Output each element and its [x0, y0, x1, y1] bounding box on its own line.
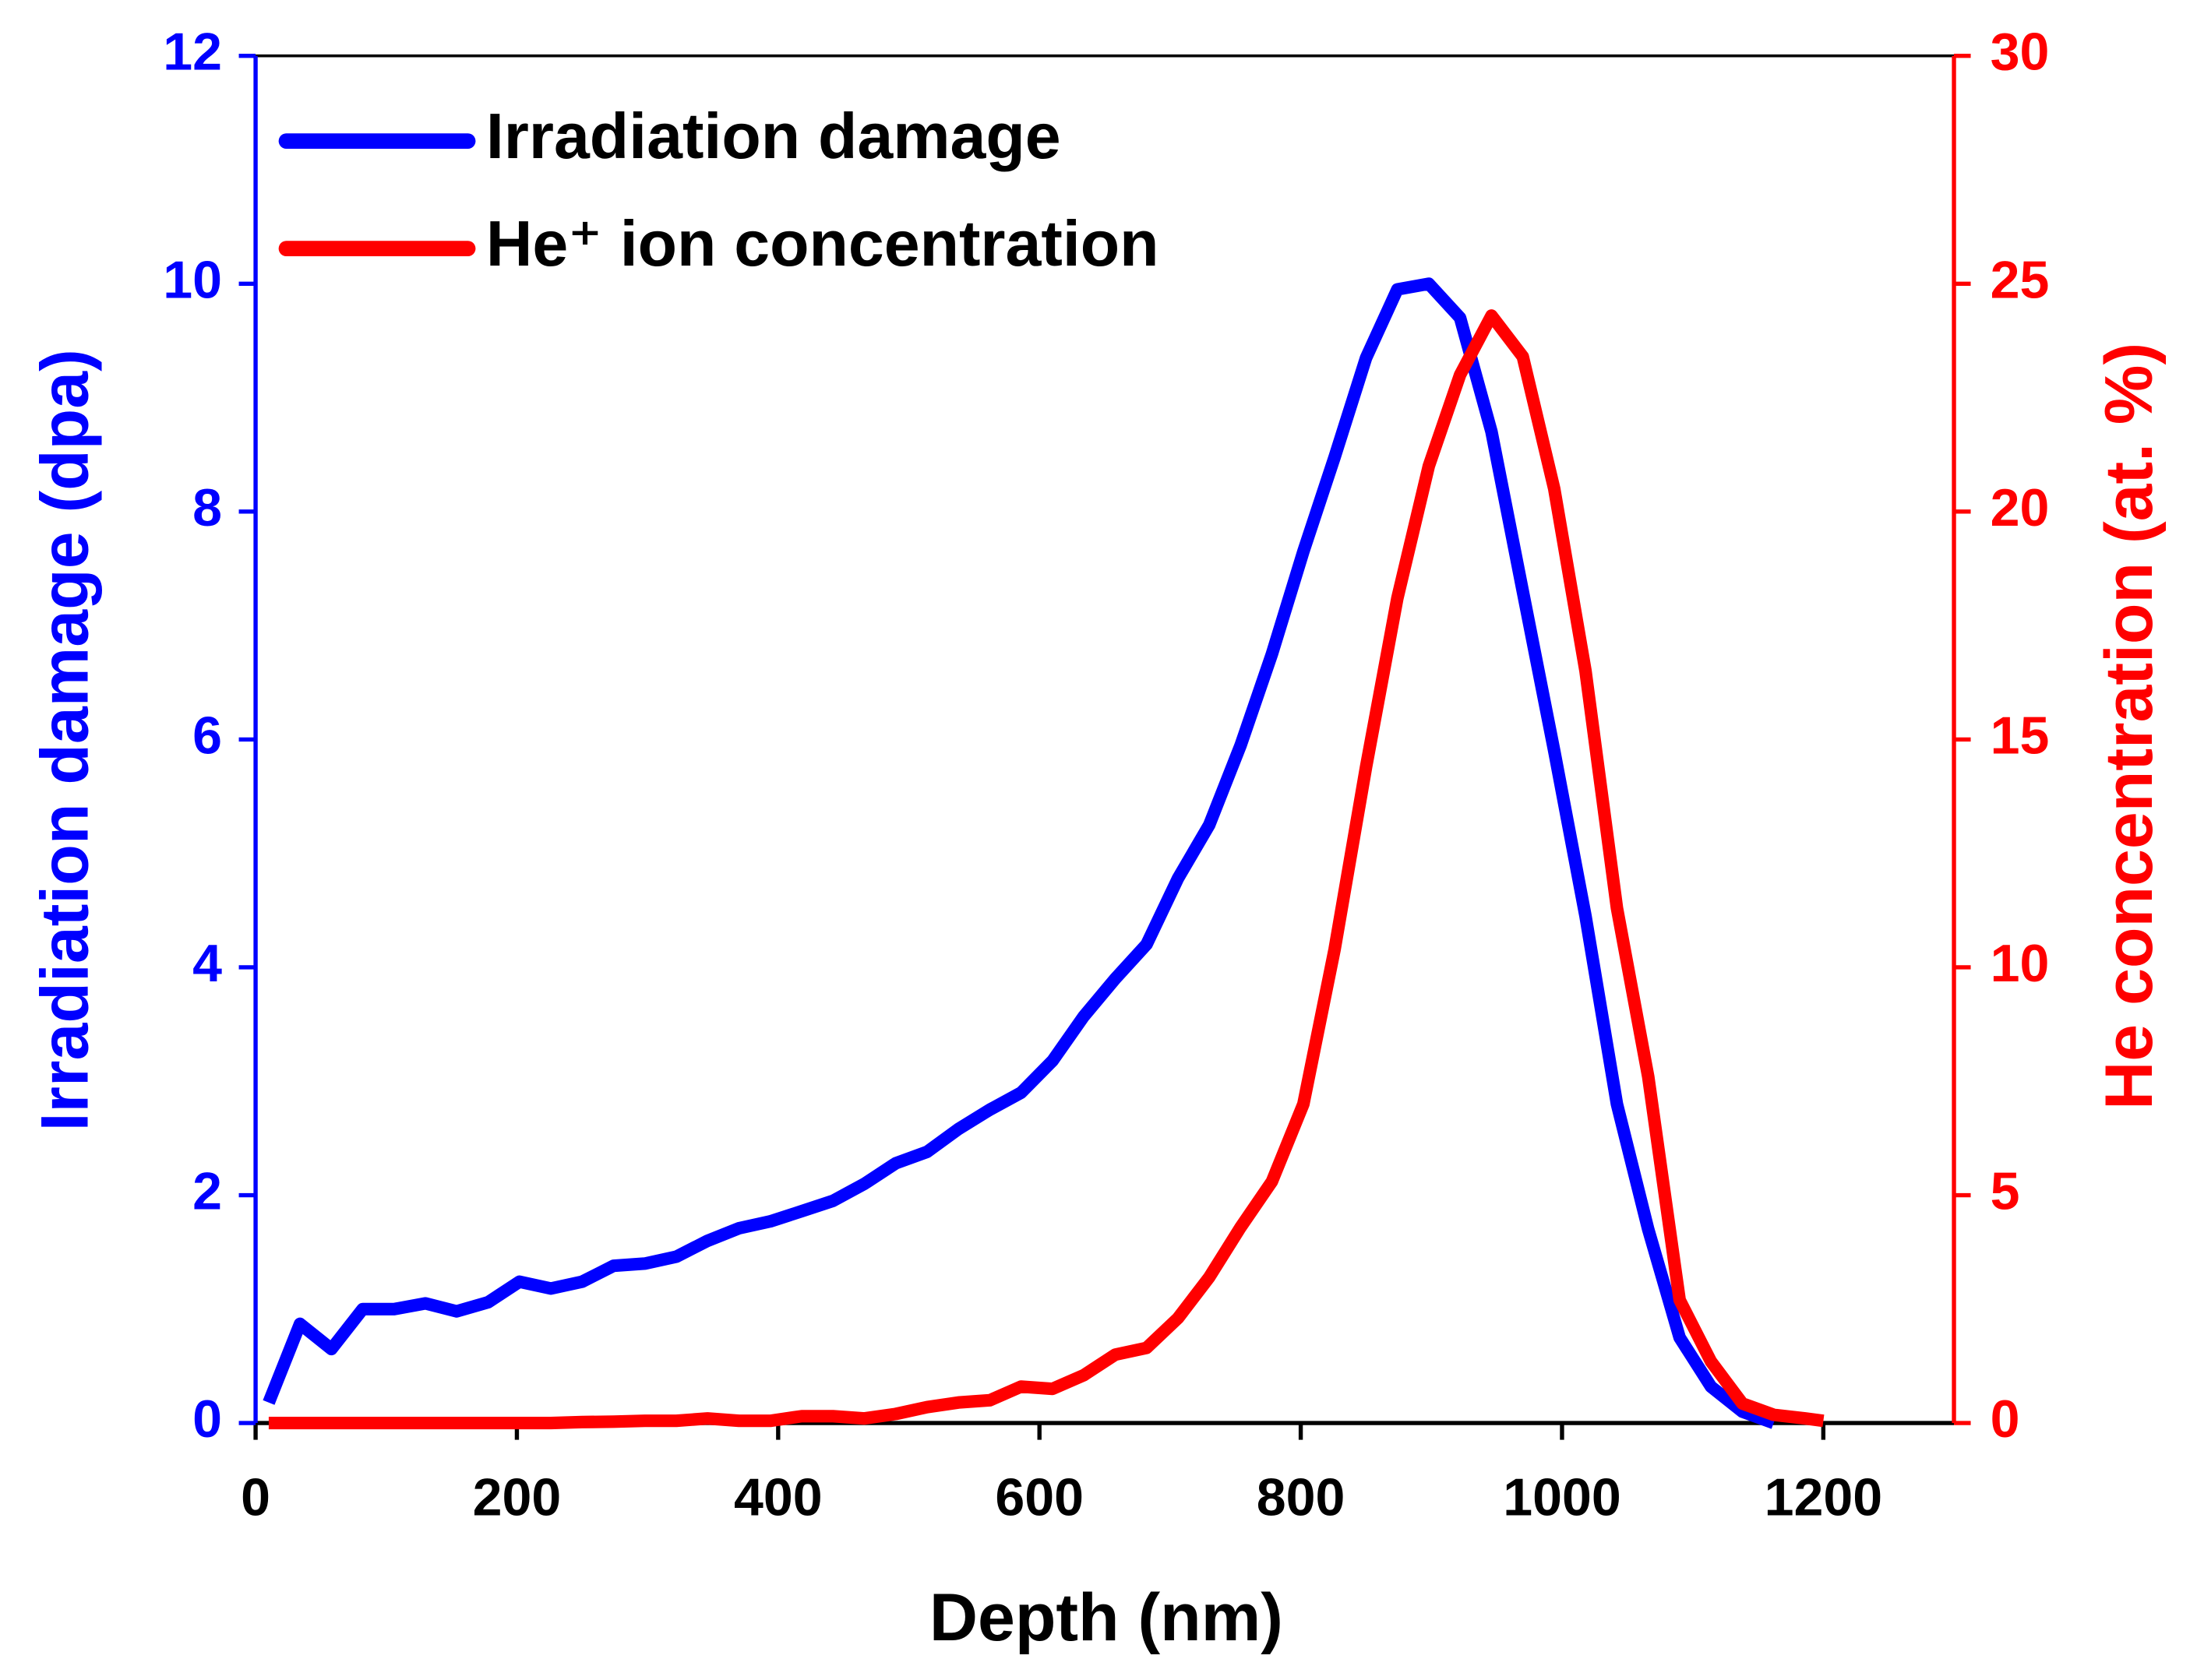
y-axis-label: Irradiation damage (dpa): [27, 349, 102, 1131]
legend-label: Irradiation damage: [486, 100, 1061, 172]
y2-tick-label: 10: [1991, 934, 2050, 993]
y2-tick-label: 25: [1991, 250, 2050, 309]
y-tick-label: 10: [163, 250, 222, 309]
y2-axis-label: He concentration (at. %): [2092, 343, 2167, 1110]
x-tick-label: 200: [473, 1467, 562, 1527]
y-tick-label: 2: [192, 1162, 222, 1221]
legend-label: He⁺ ion concentration: [486, 208, 1159, 280]
data-line: [268, 309, 1825, 1430]
y-tick-label: 12: [163, 23, 222, 82]
x-tick-label: 1200: [1765, 1467, 1883, 1527]
y2-tick-label: 0: [1991, 1389, 2020, 1449]
y2-tick-label: 20: [1991, 478, 2050, 537]
y-tick-label: 6: [192, 706, 222, 765]
y-tick-label: 8: [192, 478, 222, 537]
x-tick-label: 1000: [1503, 1467, 1621, 1527]
x-axis-label: Depth (nm): [929, 1580, 1283, 1655]
y-tick-label: 0: [192, 1389, 222, 1449]
x-tick-label: 800: [1257, 1467, 1345, 1527]
x-tick-label: 600: [995, 1467, 1084, 1527]
y2-tick-label: 5: [1991, 1162, 2020, 1221]
y2-tick-label: 30: [1991, 23, 2050, 82]
y-tick-label: 4: [192, 934, 222, 993]
y2-tick-label: 15: [1991, 706, 2050, 765]
data-line: [263, 277, 1776, 1429]
x-tick-label: 0: [241, 1467, 270, 1527]
x-tick-label: 400: [734, 1467, 823, 1527]
